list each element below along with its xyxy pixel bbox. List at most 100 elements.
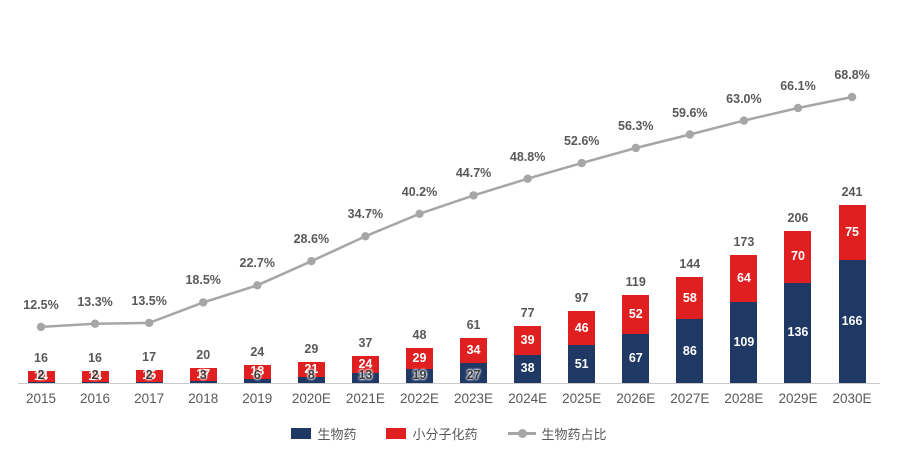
bar-chem-segment bbox=[838, 205, 866, 261]
x-axis-label: 2018 bbox=[188, 391, 219, 406]
chem-value-label: 34 bbox=[466, 343, 481, 357]
x-axis-label: 2015 bbox=[25, 391, 57, 406]
line-marker bbox=[307, 257, 316, 266]
total-label: 17 bbox=[142, 350, 157, 365]
legend: 生物药 小分子化药 生物药占比 bbox=[0, 424, 898, 443]
line-marker bbox=[361, 232, 370, 241]
ratio-legend-marker-dot bbox=[517, 429, 527, 438]
line-marker bbox=[577, 158, 586, 168]
bar-chem-segment bbox=[297, 361, 325, 378]
bar-chem-segment bbox=[514, 326, 542, 355]
legend-label: 小分子化药 bbox=[412, 427, 478, 442]
bar-chem-segment bbox=[243, 365, 271, 379]
chem-value-label: 70 bbox=[791, 249, 805, 264]
line-marker bbox=[793, 103, 803, 113]
bar-bio-segment bbox=[27, 381, 55, 383]
bar-bio-segment bbox=[351, 373, 379, 383]
bar-chem-segment bbox=[405, 347, 433, 369]
total-label: 173 bbox=[733, 235, 755, 250]
ratio-legend-line-swatch bbox=[507, 429, 536, 438]
total-label: 77 bbox=[520, 306, 535, 321]
pct-label: 52.6% bbox=[563, 134, 600, 149]
line-marker bbox=[144, 318, 154, 328]
x-axis-label: 2024E bbox=[508, 391, 548, 406]
x-axis-label: 2021E bbox=[345, 391, 385, 406]
x-axis bbox=[18, 383, 880, 384]
bar-chem-segment bbox=[81, 371, 109, 382]
x-axis-label: 2027E bbox=[670, 391, 710, 406]
x-axis-label: 2019 bbox=[242, 391, 273, 406]
pct-label: 12.5% bbox=[23, 297, 59, 312]
chem-value-label: 15 bbox=[142, 368, 157, 383]
bio-value-label: 2 bbox=[145, 368, 153, 382]
line-marker bbox=[523, 174, 532, 183]
bar-chem-segment bbox=[351, 355, 379, 374]
bar-chem-segment bbox=[568, 311, 596, 346]
pct-label: 56.3% bbox=[618, 119, 654, 133]
bar-bio-segment bbox=[81, 381, 109, 383]
bar-chem-segment bbox=[189, 368, 217, 381]
bio-value-label: 38 bbox=[520, 361, 535, 376]
pct-label: 34.7% bbox=[347, 207, 384, 222]
legend-label: 生物药占比 bbox=[541, 427, 607, 442]
bar-bio-segment bbox=[730, 302, 758, 383]
line-marker bbox=[90, 319, 100, 328]
bar-chem-segment bbox=[676, 276, 704, 320]
total-label: 29 bbox=[304, 341, 319, 356]
legend-label: 生物药 bbox=[317, 427, 357, 442]
chem-value-label: 18 bbox=[250, 364, 265, 379]
bar-bio-segment bbox=[676, 319, 704, 383]
line-marker bbox=[847, 92, 857, 102]
chem-value-label: 39 bbox=[520, 333, 535, 348]
bar-bio-segment bbox=[243, 378, 271, 383]
bio-value-label: 2 bbox=[91, 368, 99, 382]
line-marker bbox=[739, 116, 749, 125]
bio-value-label: 19 bbox=[412, 368, 427, 382]
chem-value-label: 21 bbox=[304, 361, 319, 376]
x-axis-label: 2028E bbox=[724, 391, 764, 406]
bar-bio-segment bbox=[514, 354, 542, 383]
bio-value-label: 8 bbox=[307, 368, 315, 382]
line-marker bbox=[415, 209, 424, 218]
bar-bio-segment bbox=[405, 368, 433, 383]
chem-legend-swatch bbox=[386, 428, 407, 439]
pct-label: 40.2% bbox=[401, 184, 438, 199]
legend-item-chem: 小分子化药 bbox=[386, 424, 478, 443]
bio-value-label: 136 bbox=[787, 325, 809, 340]
bio-value-label: 67 bbox=[628, 350, 643, 365]
bio-value-label: 109 bbox=[733, 335, 755, 350]
total-label: 24 bbox=[250, 345, 265, 360]
pct-label: 63.0% bbox=[726, 91, 762, 106]
pct-label: 18.5% bbox=[185, 273, 221, 288]
chem-value-label: 17 bbox=[196, 367, 211, 381]
bio-value-label: 27 bbox=[466, 368, 481, 382]
line-marker bbox=[36, 322, 46, 332]
pct-label: 28.6% bbox=[293, 232, 330, 247]
pct-label: 22.7% bbox=[239, 256, 275, 271]
bar-chem-segment bbox=[730, 255, 758, 303]
total-label: 206 bbox=[787, 210, 809, 225]
total-label: 20 bbox=[196, 348, 211, 363]
bar-bio-segment bbox=[460, 363, 488, 383]
chem-value-label: 64 bbox=[736, 271, 751, 286]
total-label: 119 bbox=[625, 275, 646, 290]
x-axis-label: 2029E bbox=[778, 391, 818, 406]
pct-label: 66.1% bbox=[780, 78, 816, 93]
line-marker bbox=[631, 143, 640, 153]
bar-chem-segment bbox=[622, 295, 650, 334]
chem-value-label: 14 bbox=[34, 368, 48, 383]
bio-legend-swatch bbox=[291, 428, 312, 439]
bio-value-label: 6 bbox=[253, 368, 261, 382]
x-axis-label: 2020E bbox=[291, 391, 331, 406]
x-axis-label: 2025E bbox=[562, 391, 602, 406]
total-label: 37 bbox=[358, 335, 373, 350]
x-axis-label: 2022E bbox=[399, 391, 439, 406]
bio-value-label: 3 bbox=[199, 368, 207, 382]
total-label: 48 bbox=[412, 327, 427, 342]
legend-item-ratio: 生物药占比 bbox=[507, 424, 607, 443]
chem-value-label: 14 bbox=[88, 368, 103, 383]
bio-value-label: 86 bbox=[682, 343, 697, 358]
total-label: 241 bbox=[841, 185, 863, 199]
pct-label: 48.8% bbox=[509, 149, 546, 164]
